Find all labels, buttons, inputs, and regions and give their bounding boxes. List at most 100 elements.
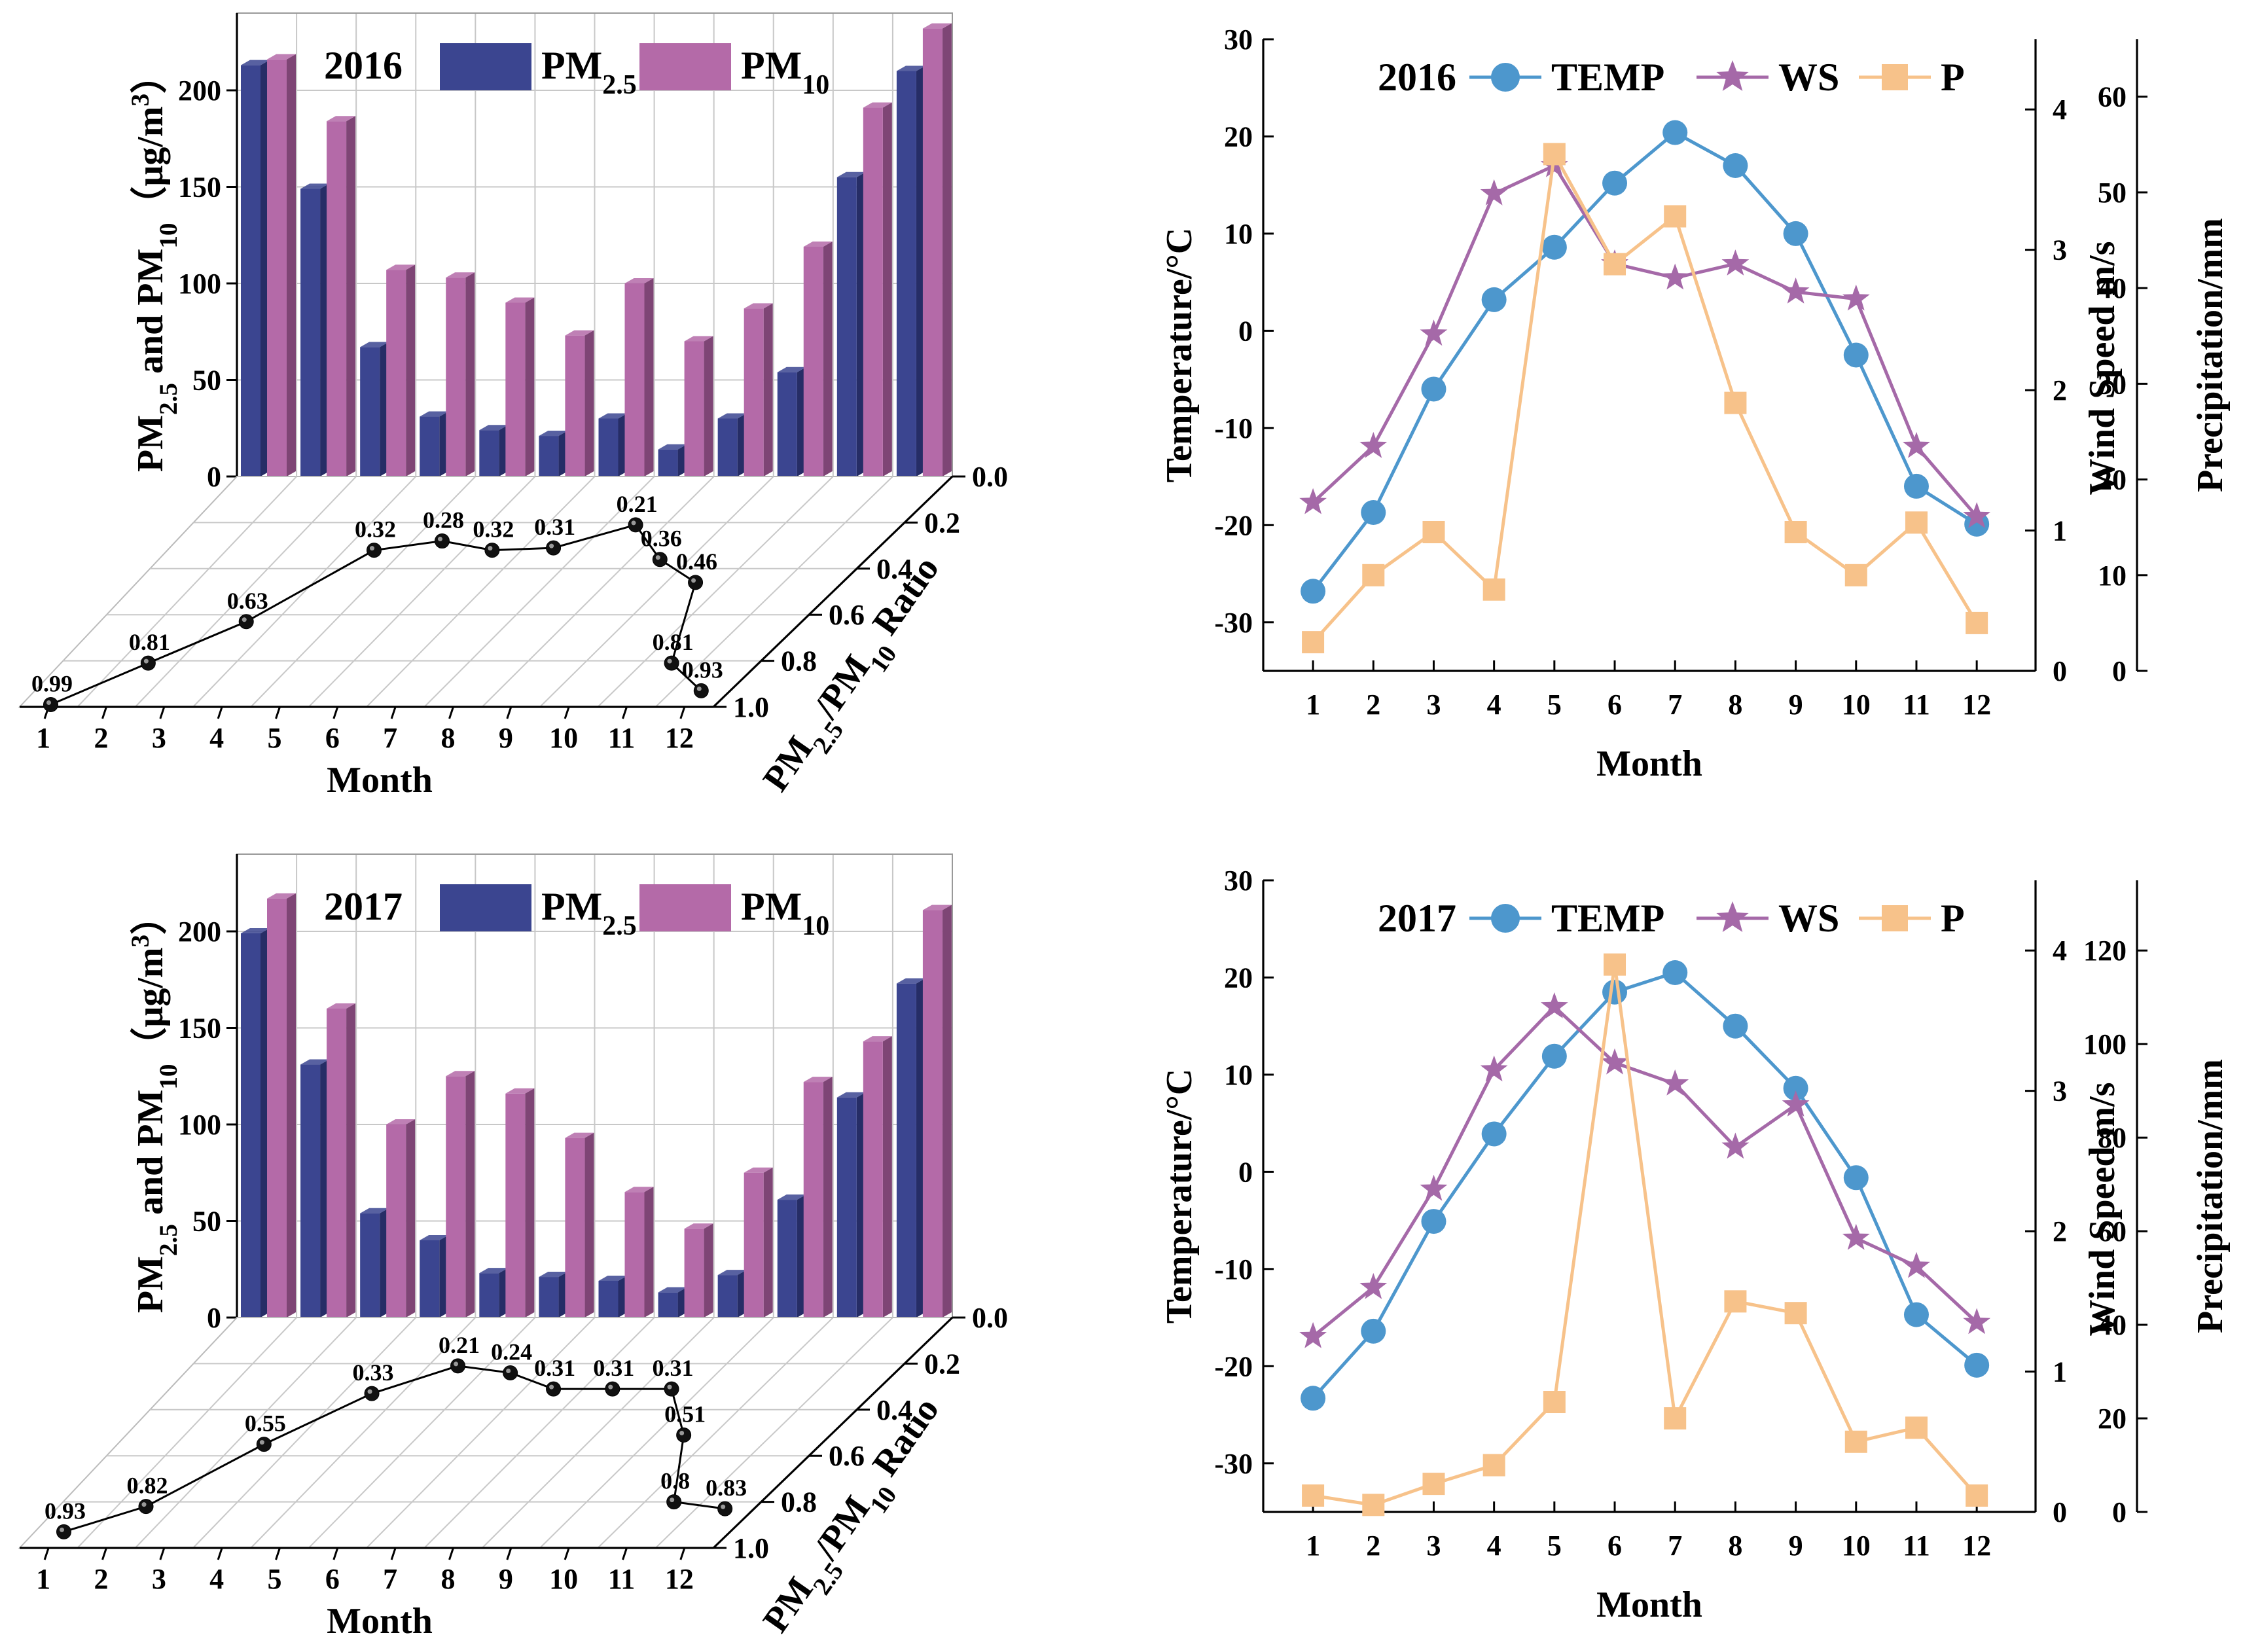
ratio-point	[364, 1386, 380, 1401]
bar-pm25	[896, 983, 916, 1318]
y-tick-label: 200	[178, 75, 221, 107]
x-tick-label: 11	[608, 1563, 636, 1595]
temp-point	[1541, 234, 1567, 260]
bar-top	[598, 413, 628, 419]
precip-point	[1844, 564, 1867, 586]
legend-label-ws: WS	[1778, 56, 1839, 99]
floor-grid	[655, 476, 893, 708]
bar-top	[863, 1036, 892, 1042]
temp-point	[1783, 221, 1808, 246]
temp-point	[1843, 342, 1869, 368]
ratio-tick-label: 0.8	[781, 645, 817, 677]
ws-point	[1903, 1251, 1930, 1278]
series-line-temp	[1312, 971, 1978, 1399]
bar-top	[836, 171, 866, 177]
x-tick	[622, 706, 628, 719]
ratio-data-label: 0.8	[660, 1468, 690, 1494]
legend-label-p: P	[1941, 897, 1965, 940]
legend-swatch-pm10	[639, 43, 731, 90]
x-tick	[217, 706, 223, 719]
x-tick-label: 9	[1789, 1530, 1803, 1562]
x-tick-label: 4	[1487, 689, 1501, 721]
floor-grid	[423, 1317, 655, 1549]
bar-pm10	[922, 910, 943, 1318]
ratio-axis	[712, 475, 954, 708]
ratio-point-highlight	[437, 537, 442, 542]
bar-top	[539, 1272, 568, 1278]
precip-tick-label: 60	[2098, 81, 2127, 113]
bar-side	[525, 1088, 535, 1318]
bar-top	[386, 1119, 416, 1124]
x-tick-label: 7	[383, 722, 397, 754]
temp-point	[1964, 511, 1990, 537]
legend-label-pm10: PM10	[741, 44, 829, 100]
y-axis-title-part: ）	[130, 898, 171, 935]
bar-side	[584, 1132, 594, 1318]
precip-tick-label: 30	[2098, 368, 2127, 400]
x-tick	[43, 1547, 50, 1560]
ratio-point-highlight	[721, 1504, 726, 1509]
x-tick-label: 5	[268, 722, 282, 754]
ratio-data-label: 0.21	[617, 491, 658, 517]
legend-label-pm10-part: 10	[802, 911, 829, 941]
x-tick	[332, 1547, 339, 1560]
precip-tick-label: 120	[2083, 935, 2127, 967]
left-tick-label: -30	[1214, 1448, 1253, 1480]
y-axis-title-part: PM	[130, 1256, 171, 1313]
bar-pm10	[624, 283, 645, 476]
legend-label-pm25-part: 2.5	[602, 911, 637, 941]
ratio-tick-label: 1.0	[733, 691, 769, 723]
ratio-point-highlight	[141, 1502, 147, 1507]
x-tick-label: 8	[441, 722, 456, 754]
ws-point	[1903, 431, 1930, 458]
left-tick-label: 30	[1224, 24, 1253, 56]
ratio-point	[693, 683, 709, 698]
precip-tick-label: 100	[2083, 1028, 2127, 1060]
bar-pm25	[539, 1277, 559, 1318]
ratio-axis-title: PM2.5/PM10 Ratio	[755, 1390, 956, 1647]
ratio-axis-title-part: Ratio	[859, 1390, 947, 1491]
bar-pm25	[479, 430, 499, 476]
ratio-point	[546, 1381, 562, 1397]
floor-grid	[192, 1317, 416, 1549]
x-tick	[275, 1547, 281, 1560]
x-tick-label: 8	[441, 1563, 456, 1595]
y-tick-label: 50	[192, 1206, 221, 1238]
bar-top	[420, 1235, 449, 1240]
bar-top	[327, 1003, 356, 1009]
bar-top	[658, 1287, 687, 1293]
floor-grid	[77, 476, 297, 708]
ws-point	[1359, 1272, 1388, 1299]
ws-point	[1963, 502, 1991, 528]
bar-side	[823, 241, 833, 476]
ratio-data-label: 0.93	[682, 656, 723, 683]
bar-pm25	[420, 1240, 440, 1318]
bar-pm10	[684, 1229, 704, 1318]
series-line-p	[1312, 964, 1979, 1507]
bar-pm25	[598, 1280, 619, 1318]
x-axis-title: Month	[327, 760, 433, 800]
x-tick	[679, 1547, 686, 1560]
x-tick-label: 12	[1962, 1530, 1991, 1562]
ratio-data-label: 0.99	[31, 670, 73, 696]
precip-point	[1724, 391, 1747, 414]
bar-side	[823, 1077, 833, 1318]
bar-pm10	[803, 246, 823, 476]
ratio-point-highlight	[46, 700, 52, 705]
ws-tick-label: 1	[2053, 515, 2067, 547]
y-tick-label: 100	[178, 1109, 221, 1141]
precip-point	[1302, 631, 1325, 654]
floor-grid	[539, 1317, 774, 1549]
bar-top	[836, 1092, 866, 1098]
x-tick-label: 3	[152, 722, 166, 754]
x-tick-label: 2	[94, 1563, 109, 1595]
x-tick	[159, 706, 166, 719]
x-tick-label: 1	[1306, 1530, 1320, 1562]
ws-tick-label: 0	[2053, 655, 2067, 687]
ratio-tick-label: 0.2	[924, 1348, 960, 1380]
legend-label-pm25: PM2.5	[541, 885, 637, 941]
x-tick-label: 1	[36, 1563, 50, 1595]
ratio-point-highlight	[367, 1389, 372, 1394]
legend-marker	[1882, 64, 1908, 90]
